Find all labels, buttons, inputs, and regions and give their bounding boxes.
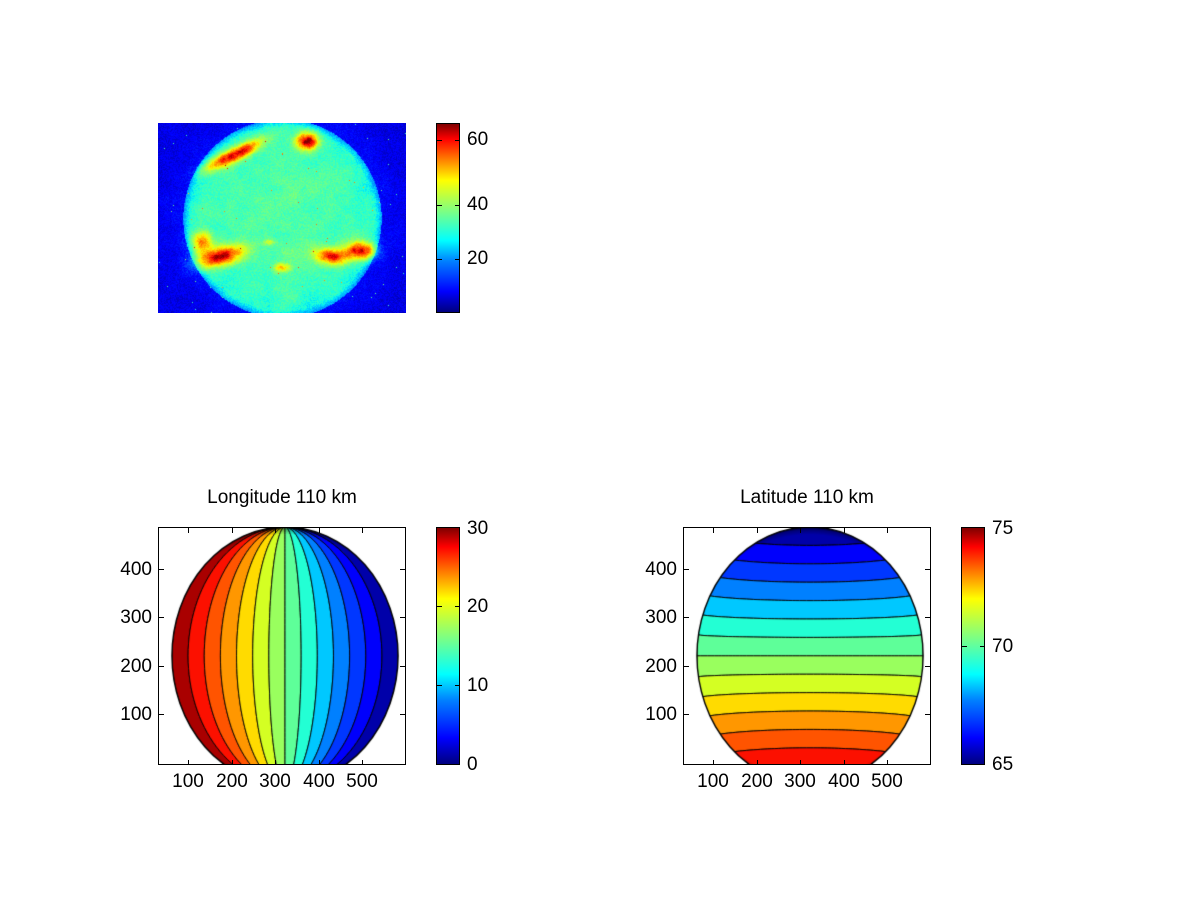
- longitude-axes[interactable]: [158, 527, 406, 765]
- y-tick: [684, 617, 689, 618]
- colorbar-tick-label-40: 40: [467, 194, 489, 215]
- x-tick: [887, 528, 888, 533]
- x-tick: [232, 528, 233, 533]
- longitude-contour-plot[interactable]: [159, 528, 405, 764]
- latitude-xtick-label-300: 300: [784, 771, 816, 792]
- x-tick: [844, 528, 845, 533]
- latitude-xtick-label-100: 100: [697, 771, 729, 792]
- longitude-ytick-label-300: 300: [120, 607, 152, 628]
- x-tick: [362, 528, 363, 533]
- x-tick: [800, 528, 801, 533]
- colorbar-tick: [455, 606, 460, 607]
- y-tick: [159, 569, 164, 570]
- colorbar-tick: [455, 259, 460, 260]
- x-tick: [319, 528, 320, 533]
- colorbar-tick-label-20: 20: [467, 248, 489, 269]
- intensity-colorbar[interactable]: [436, 123, 460, 313]
- y-tick: [400, 617, 405, 618]
- y-tick: [400, 569, 405, 570]
- y-tick: [400, 714, 405, 715]
- y-tick: [159, 617, 164, 618]
- y-tick: [684, 569, 689, 570]
- colorbar-tick: [962, 646, 967, 647]
- x-tick: [800, 760, 801, 765]
- colorbar-tick: [437, 205, 442, 206]
- x-tick: [362, 760, 363, 765]
- colorbar-tick: [455, 685, 460, 686]
- colorbar-tick: [437, 259, 442, 260]
- y-tick: [925, 617, 930, 618]
- x-tick: [188, 528, 189, 533]
- latitude-axes[interactable]: [683, 527, 931, 765]
- longitude-colorbar-label-0: 0: [467, 754, 478, 775]
- x-tick: [887, 760, 888, 765]
- latitude-xtick-label-400: 400: [828, 771, 860, 792]
- longitude-xtick-label-500: 500: [346, 771, 378, 792]
- colorbar-tick: [455, 140, 460, 141]
- latitude-ytick-label-300: 300: [645, 607, 677, 628]
- x-tick: [275, 760, 276, 765]
- x-tick: [275, 528, 276, 533]
- longitude-colorbar[interactable]: [436, 527, 460, 765]
- longitude-plot-title: Longitude 110 km: [207, 487, 357, 508]
- latitude-colorbar-label-70: 70: [992, 636, 1014, 657]
- latitude-xtick-label-200: 200: [741, 771, 773, 792]
- x-tick: [188, 760, 189, 765]
- longitude-xtick-label-200: 200: [216, 771, 248, 792]
- latitude-colorbar-label-65: 65: [992, 754, 1014, 775]
- x-tick: [319, 760, 320, 765]
- x-tick: [757, 760, 758, 765]
- latitude-ytick-label-400: 400: [645, 559, 677, 580]
- x-tick: [232, 760, 233, 765]
- colorbar-tick: [980, 646, 985, 647]
- colorbar-tick: [437, 685, 442, 686]
- intensity-image-plot[interactable]: [158, 123, 406, 313]
- y-tick: [925, 714, 930, 715]
- colorbar-tick: [437, 606, 442, 607]
- colorbar-tick: [437, 140, 442, 141]
- longitude-xtick-label-400: 400: [303, 771, 335, 792]
- latitude-xtick-label-500: 500: [871, 771, 903, 792]
- longitude-colorbar-label-20: 20: [467, 596, 489, 617]
- longitude-xtick-label-300: 300: [259, 771, 291, 792]
- y-tick: [684, 666, 689, 667]
- colorbar-tick-label-60: 60: [467, 129, 489, 150]
- latitude-plot-title: Latitude 110 km: [740, 487, 874, 508]
- longitude-colorbar-label-30: 30: [467, 518, 489, 539]
- longitude-xtick-label-100: 100: [172, 771, 204, 792]
- latitude-ytick-label-200: 200: [645, 656, 677, 677]
- x-tick: [713, 528, 714, 533]
- y-tick: [684, 714, 689, 715]
- longitude-ytick-label-400: 400: [120, 559, 152, 580]
- y-tick: [925, 666, 930, 667]
- longitude-ytick-label-100: 100: [120, 704, 152, 725]
- x-tick: [844, 760, 845, 765]
- y-tick: [400, 666, 405, 667]
- y-tick: [925, 569, 930, 570]
- latitude-contour-plot[interactable]: [684, 528, 930, 764]
- colorbar-tick: [455, 205, 460, 206]
- y-tick: [159, 714, 164, 715]
- latitude-colorbar-label-75: 75: [992, 518, 1014, 539]
- longitude-colorbar-label-10: 10: [467, 675, 489, 696]
- latitude-ytick-label-100: 100: [645, 704, 677, 725]
- x-tick: [757, 528, 758, 533]
- y-tick: [159, 666, 164, 667]
- longitude-ytick-label-200: 200: [120, 656, 152, 677]
- x-tick: [713, 760, 714, 765]
